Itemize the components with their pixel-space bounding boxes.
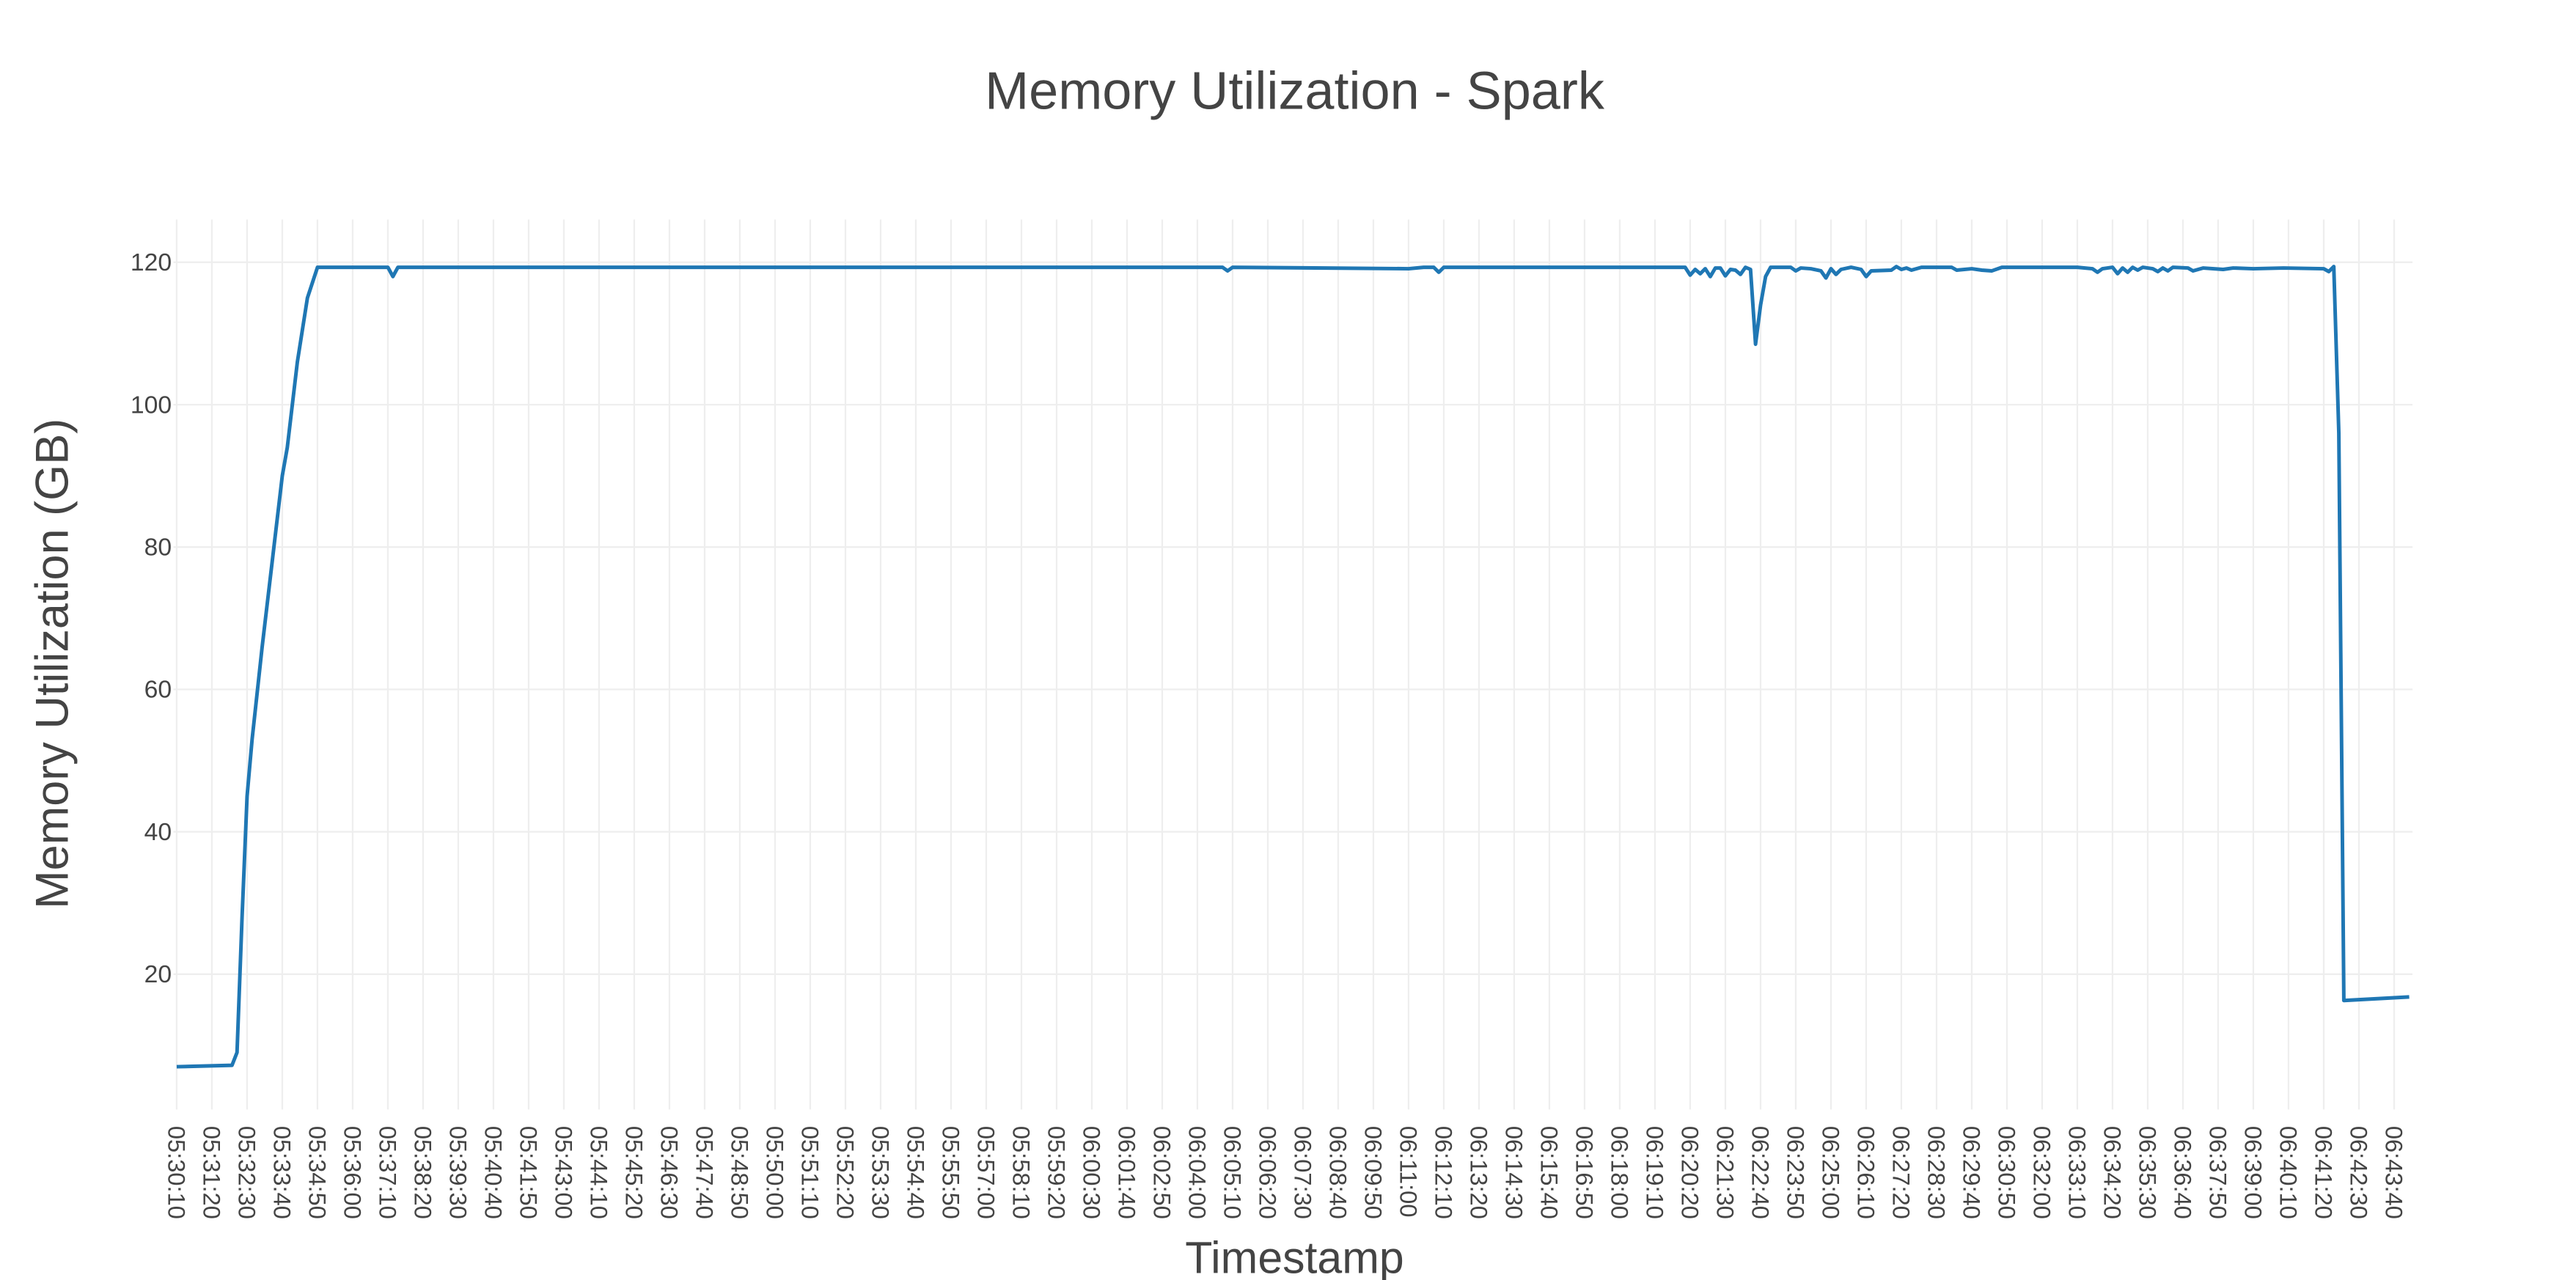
y-tick-label: 80	[144, 533, 172, 561]
y-axis-label: Memory Utilization (GB)	[26, 419, 78, 909]
x-tick-label: 05:40:40	[480, 1126, 507, 1219]
x-tick-label: 06:11:00	[1395, 1126, 1423, 1218]
x-tick-label: 06:09:50	[1360, 1126, 1387, 1219]
x-tick-label: 05:52:20	[832, 1126, 859, 1219]
x-tick-label: 05:48:50	[727, 1126, 754, 1219]
x-tick-label: 06:16:50	[1571, 1126, 1599, 1219]
x-tick-label: 06:19:10	[1642, 1126, 1669, 1219]
x-tick-label: 05:33:40	[269, 1126, 296, 1219]
x-tick-label: 06:12:10	[1431, 1126, 1458, 1219]
x-tick-label: 06:33:10	[2064, 1126, 2091, 1219]
x-tick-label: 05:55:50	[938, 1126, 965, 1219]
x-tick-label: 05:36:00	[340, 1126, 367, 1219]
x-tick-label: 05:38:20	[410, 1126, 437, 1219]
x-tick-label: 05:43:00	[551, 1126, 578, 1219]
y-tick-label: 20	[144, 960, 172, 988]
x-tick-label: 06:28:30	[1923, 1126, 1951, 1219]
x-tick-label: 06:40:10	[2275, 1126, 2302, 1219]
x-tick-label: 06:22:40	[1747, 1126, 1775, 1219]
x-tick-label: 06:08:40	[1325, 1126, 1352, 1219]
x-tick-label: 05:59:20	[1043, 1126, 1071, 1219]
x-tick-label: 06:34:20	[2099, 1126, 2127, 1219]
x-tick-label: 06:13:20	[1466, 1126, 1493, 1219]
x-tick-label: 05:32:30	[234, 1126, 261, 1219]
x-tick-label: 06:42:30	[2346, 1126, 2373, 1219]
x-tick-label: 06:41:20	[2311, 1126, 2338, 1219]
x-tick-label: 05:31:20	[199, 1126, 226, 1219]
x-tick-label: 06:37:50	[2205, 1126, 2232, 1219]
x-tick-label: 05:37:10	[375, 1126, 402, 1219]
x-tick-label: 05:44:10	[586, 1126, 613, 1219]
x-tick-label: 06:36:40	[2170, 1126, 2197, 1219]
x-tick-label: 05:51:10	[797, 1126, 824, 1219]
y-tick-label: 100	[131, 391, 172, 419]
y-tick-label: 60	[144, 676, 172, 704]
x-tick-label: 06:43:40	[2381, 1126, 2408, 1219]
x-tick-label: 06:39:00	[2240, 1126, 2267, 1219]
x-tick-label: 06:07:30	[1290, 1126, 1317, 1219]
x-tick-label: 05:30:10	[164, 1126, 191, 1219]
x-tick-label: 05:39:30	[445, 1126, 472, 1219]
x-axis-label: Timestamp	[1185, 1232, 1403, 1280]
x-tick-label: 06:30:50	[1994, 1126, 2021, 1219]
x-tick-label: 06:29:40	[1959, 1126, 1986, 1219]
x-tick-label: 06:26:10	[1853, 1126, 1880, 1219]
x-tick-label: 06:14:30	[1501, 1126, 1528, 1219]
x-tick-label: 06:25:00	[1818, 1126, 1845, 1219]
x-tick-label: 05:57:00	[973, 1126, 1000, 1219]
chart-title: Memory Utilization - Spark	[985, 62, 1605, 121]
x-tick-label: 05:50:00	[762, 1126, 789, 1219]
x-tick-label: 05:46:30	[656, 1126, 683, 1219]
x-tick-label: 06:20:20	[1677, 1126, 1704, 1219]
x-tick-label: 06:32:00	[2029, 1126, 2056, 1219]
x-tick-label: 05:34:50	[304, 1126, 331, 1219]
x-tick-label: 05:41:50	[515, 1126, 543, 1219]
x-tick-label: 05:45:20	[621, 1126, 648, 1219]
y-tick-label: 40	[144, 818, 172, 846]
x-tick-label: 06:01:40	[1114, 1126, 1141, 1219]
data-line	[176, 265, 2410, 1069]
x-tick-label: 06:35:30	[2135, 1126, 2162, 1219]
x-tick-label: 06:02:50	[1149, 1126, 1176, 1219]
x-tick-label: 06:23:50	[1783, 1126, 1810, 1219]
y-tick-label: 120	[131, 249, 172, 276]
x-tick-label: 06:27:20	[1888, 1126, 1915, 1219]
x-tick-label: 06:21:30	[1712, 1126, 1739, 1219]
x-tick-label: 06:00:30	[1079, 1126, 1106, 1219]
x-tick-label: 06:06:20	[1255, 1126, 1282, 1219]
x-tick-label: 06:15:40	[1536, 1126, 1563, 1219]
x-tick-label: 05:53:30	[867, 1126, 895, 1219]
x-tick-label: 06:05:10	[1219, 1126, 1247, 1219]
x-tick-label: 05:47:40	[691, 1126, 719, 1219]
x-tick-label: 05:54:40	[903, 1126, 930, 1219]
x-tick-label: 06:18:00	[1607, 1126, 1634, 1219]
x-tick-label: 05:58:10	[1008, 1126, 1035, 1219]
x-tick-label: 06:04:00	[1184, 1126, 1211, 1219]
